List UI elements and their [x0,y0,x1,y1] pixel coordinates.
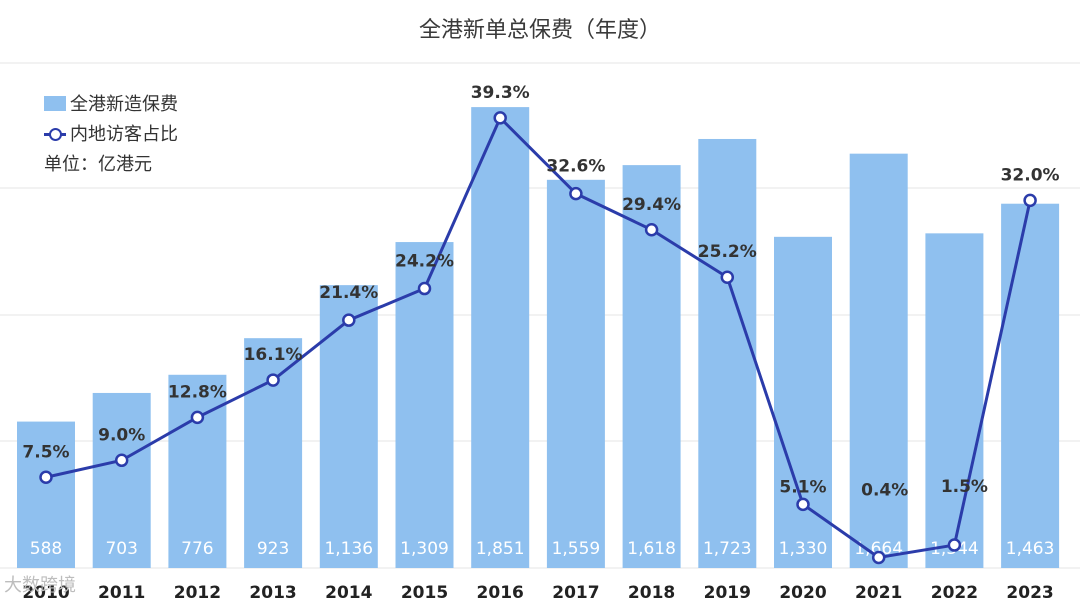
line-point [342,313,356,327]
bar-value-label: 1,309 [400,539,449,559]
bar-value-label: 776 [181,539,213,559]
x-tick-label: 2022 [931,583,978,603]
bar [17,421,75,568]
line-point [493,111,507,125]
x-tick-label: 2023 [1006,583,1053,603]
legend-line-swatch [44,126,66,141]
line-value-label: 5.1% [779,477,826,497]
legend-line-label: 内地访客占比 [70,124,178,145]
line-value-label: 32.0% [1001,165,1060,185]
line-point [114,453,129,468]
legend-bar-swatch [44,95,66,111]
line-value-label: 39.3% [471,83,530,103]
x-tick-label: 2017 [552,583,599,603]
legend-item-bar: 全港新造保费 [44,88,178,118]
x-tick-label: 2020 [779,583,826,603]
x-tick-label: 2011 [98,583,145,603]
line-value-label: 16.1% [244,345,303,365]
line-point [796,497,810,512]
bar [849,153,908,568]
line-value-label: 24.2% [395,252,454,272]
bar [546,179,605,568]
line-point [569,186,583,201]
line-value-labels: 7.5% 9.0% 12.8% 16.1% 21.4% 24.2% 39.3% 32.6% 29… [22,83,1059,501]
x-axis-tick-labels: 2010 2011 2012 2013 2014 2015 2016 2017 2018 2019… [22,583,1053,603]
legend: 全港新造保费 内地访客占比 单位：亿港元 [44,88,178,176]
bar [471,107,530,568]
line-point [947,538,962,552]
line-point [644,223,659,237]
watermark-text: 大数跨境 [4,575,76,596]
bar-value-label: 1,723 [703,539,752,559]
bar-value-label: 703 [105,539,137,559]
bar [925,233,984,568]
bar-value-label: 1,618 [627,539,676,559]
x-tick-label: 2014 [325,583,372,603]
line-series [39,111,1037,565]
line-path [45,116,1032,559]
x-tick-label: 2010 [22,583,69,603]
line-value-label: 32.6% [546,157,605,177]
legend-bar-label: 全港新造保费 [70,94,178,115]
bar-value-labels: 588 703 776 923 1,136 1,309 1,851 1,559 1,618 1,7… [30,539,1055,559]
line-point [417,281,432,296]
bar [319,285,378,568]
x-tick-label: 2013 [249,583,296,603]
bar [774,236,832,568]
bar [698,138,757,568]
line-value-label: 25.2% [698,242,757,262]
bar-series [17,107,1060,569]
bar [92,392,151,568]
line-point [871,550,886,565]
line-value-label: 0.4% [861,480,908,500]
x-tick-label: 2016 [477,583,524,603]
line-point [1023,193,1037,208]
bar-value-label: 588 [30,539,62,559]
line-value-label: 1.5% [941,477,988,497]
bar-value-label: 1,463 [1006,539,1055,559]
line-point [720,270,735,284]
x-tick-label: 2012 [174,583,221,603]
line-value-label: 9.0% [98,425,145,445]
bar [244,338,303,568]
x-tick-label: 2019 [704,583,751,603]
line-value-label: 7.5% [22,442,69,462]
bar-value-label: 1,330 [779,539,828,559]
line-value-label: 12.8% [168,382,227,402]
bar-value-label: 1,136 [324,539,373,559]
unit-label: 单位：亿港元 [44,154,152,175]
x-tick-label: 2018 [628,583,675,603]
line-point [39,470,53,484]
bar-value-label: 1,559 [552,539,601,559]
bar-value-label: 923 [257,539,289,559]
line-point [190,410,205,425]
chart-title: 全港新单总保费（年度） [418,18,661,43]
line-value-label: 21.4% [319,283,378,303]
x-tick-label: 2021 [855,583,902,603]
line-point [266,373,280,387]
bar [1001,203,1060,568]
x-tick-label: 2015 [401,583,448,603]
bar-value-label: 1,851 [476,539,525,559]
line-value-label: 29.4% [622,195,681,215]
legend-item-line: 内地访客占比 [44,118,178,148]
